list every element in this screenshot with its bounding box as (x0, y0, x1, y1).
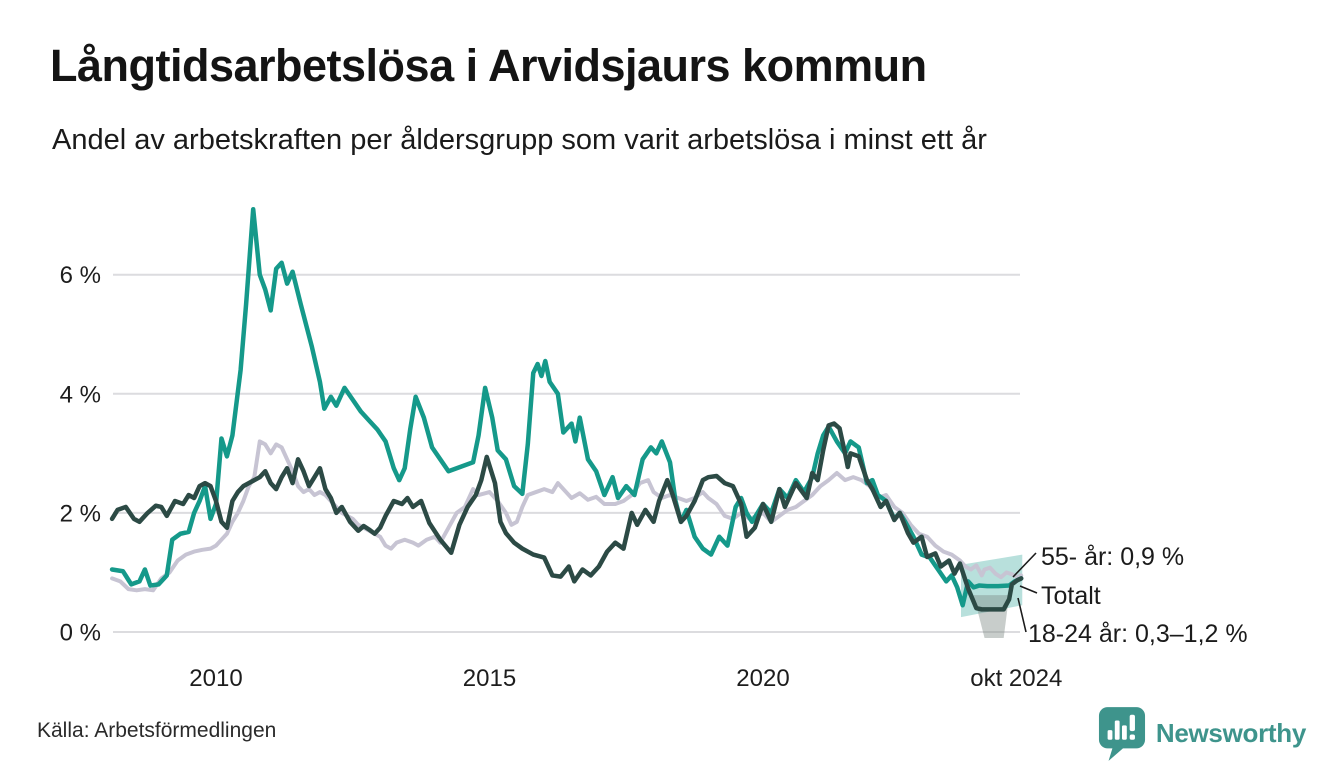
uncertainty-band (973, 595, 1010, 638)
source-caption: Källa: Arbetsförmedlingen (37, 719, 277, 742)
x-axis-tick: 2020 (736, 665, 789, 692)
newsworthy-logo: Newsworthy (1098, 706, 1306, 761)
exclamation-stem (1129, 714, 1135, 732)
annotation-totalt: Totalt (1041, 582, 1101, 610)
annotation-connector (1019, 585, 1038, 594)
y-axis-tick: 0 % (60, 620, 101, 647)
bar-tall (1114, 720, 1120, 740)
y-axis-tick: 4 % (60, 381, 101, 408)
newsworthy-wordmark: Newsworthy (1155, 718, 1306, 748)
annotation-18-24-ar: 18-24 år: 0,3–1,2 % (1028, 620, 1248, 648)
annotation-connector (1012, 552, 1037, 578)
exclamation-dot (1129, 734, 1135, 740)
newsworthy-icon (1098, 707, 1145, 761)
annotation-55-ar: 55- år: 0,9 % (1041, 543, 1185, 571)
series-line-totalt (109, 421, 1024, 612)
page-title: Långtidsarbetslösa i Arvidsjaurs kommun (50, 40, 927, 91)
annotation-connector (1017, 597, 1027, 633)
x-axis-tick: okt 2024 (970, 665, 1062, 692)
x-axis-tick: 2015 (463, 665, 516, 692)
bar-short (1107, 730, 1113, 740)
bar-medium (1121, 725, 1127, 740)
y-axis-tick: 6 % (60, 262, 101, 289)
x-axis-tick: 2010 (189, 665, 242, 692)
chart-subtitle: Andel av arbetskraften per åldersgrupp s… (52, 124, 987, 156)
series-line-55-r (109, 206, 1024, 608)
y-axis-tick: 2 % (60, 500, 101, 527)
